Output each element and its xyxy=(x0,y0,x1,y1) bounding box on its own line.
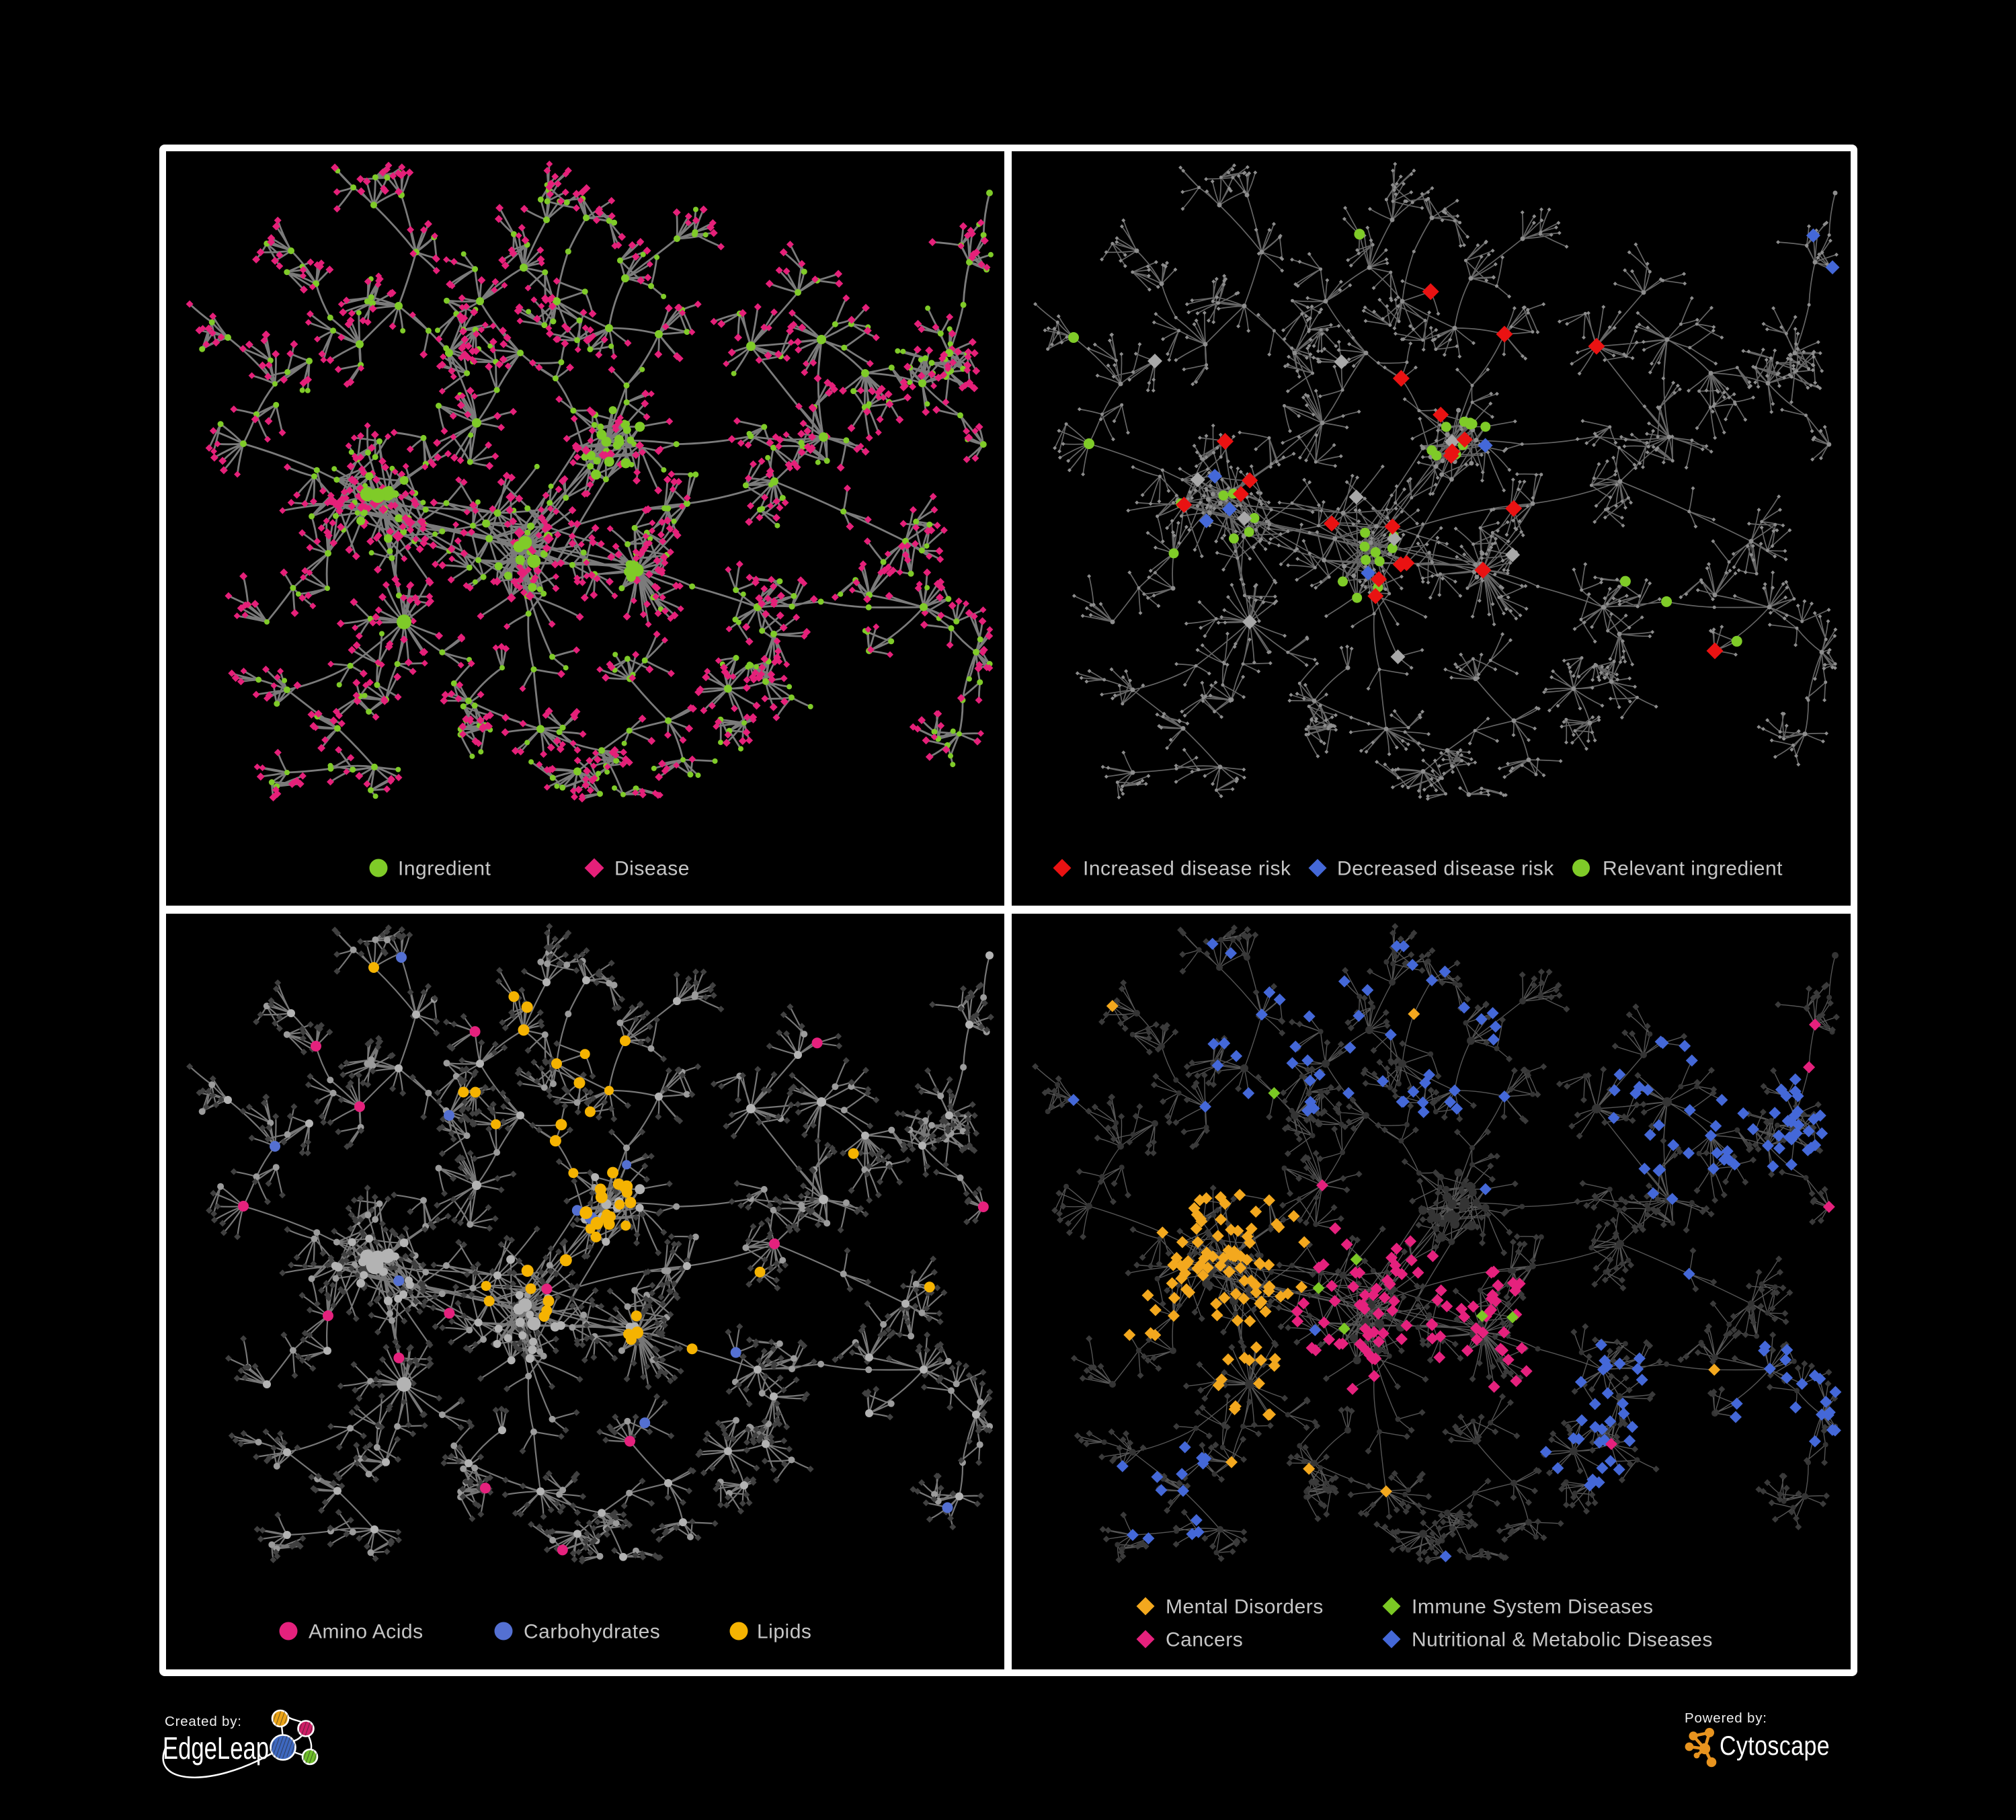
svg-text:Powered by:: Powered by: xyxy=(1685,1710,1767,1726)
svg-text:Disease: Disease xyxy=(614,858,690,880)
svg-text:Decreased disease risk: Decreased disease risk xyxy=(1337,858,1554,880)
svg-text:Ingredient: Ingredient xyxy=(398,858,491,880)
svg-text:Lipids: Lipids xyxy=(757,1621,811,1643)
svg-text:Increased disease risk: Increased disease risk xyxy=(1083,858,1291,880)
svg-text:Created by:: Created by: xyxy=(165,1714,242,1729)
svg-text:Nutritional & Metabolic Diseas: Nutritional & Metabolic Diseases xyxy=(1412,1629,1713,1651)
svg-text:EdgeLeap: EdgeLeap xyxy=(163,1731,269,1766)
svg-text:Immune System Diseases: Immune System Diseases xyxy=(1412,1596,1653,1618)
svg-text:Amino Acids: Amino Acids xyxy=(309,1621,424,1643)
svg-text:Relevant ingredient: Relevant ingredient xyxy=(1603,858,1783,880)
svg-text:Cancers: Cancers xyxy=(1166,1629,1243,1651)
svg-text:Mental Disorders: Mental Disorders xyxy=(1166,1596,1324,1618)
svg-text:Cytoscape: Cytoscape xyxy=(1720,1731,1830,1761)
svg-text:Carbohydrates: Carbohydrates xyxy=(524,1621,660,1643)
